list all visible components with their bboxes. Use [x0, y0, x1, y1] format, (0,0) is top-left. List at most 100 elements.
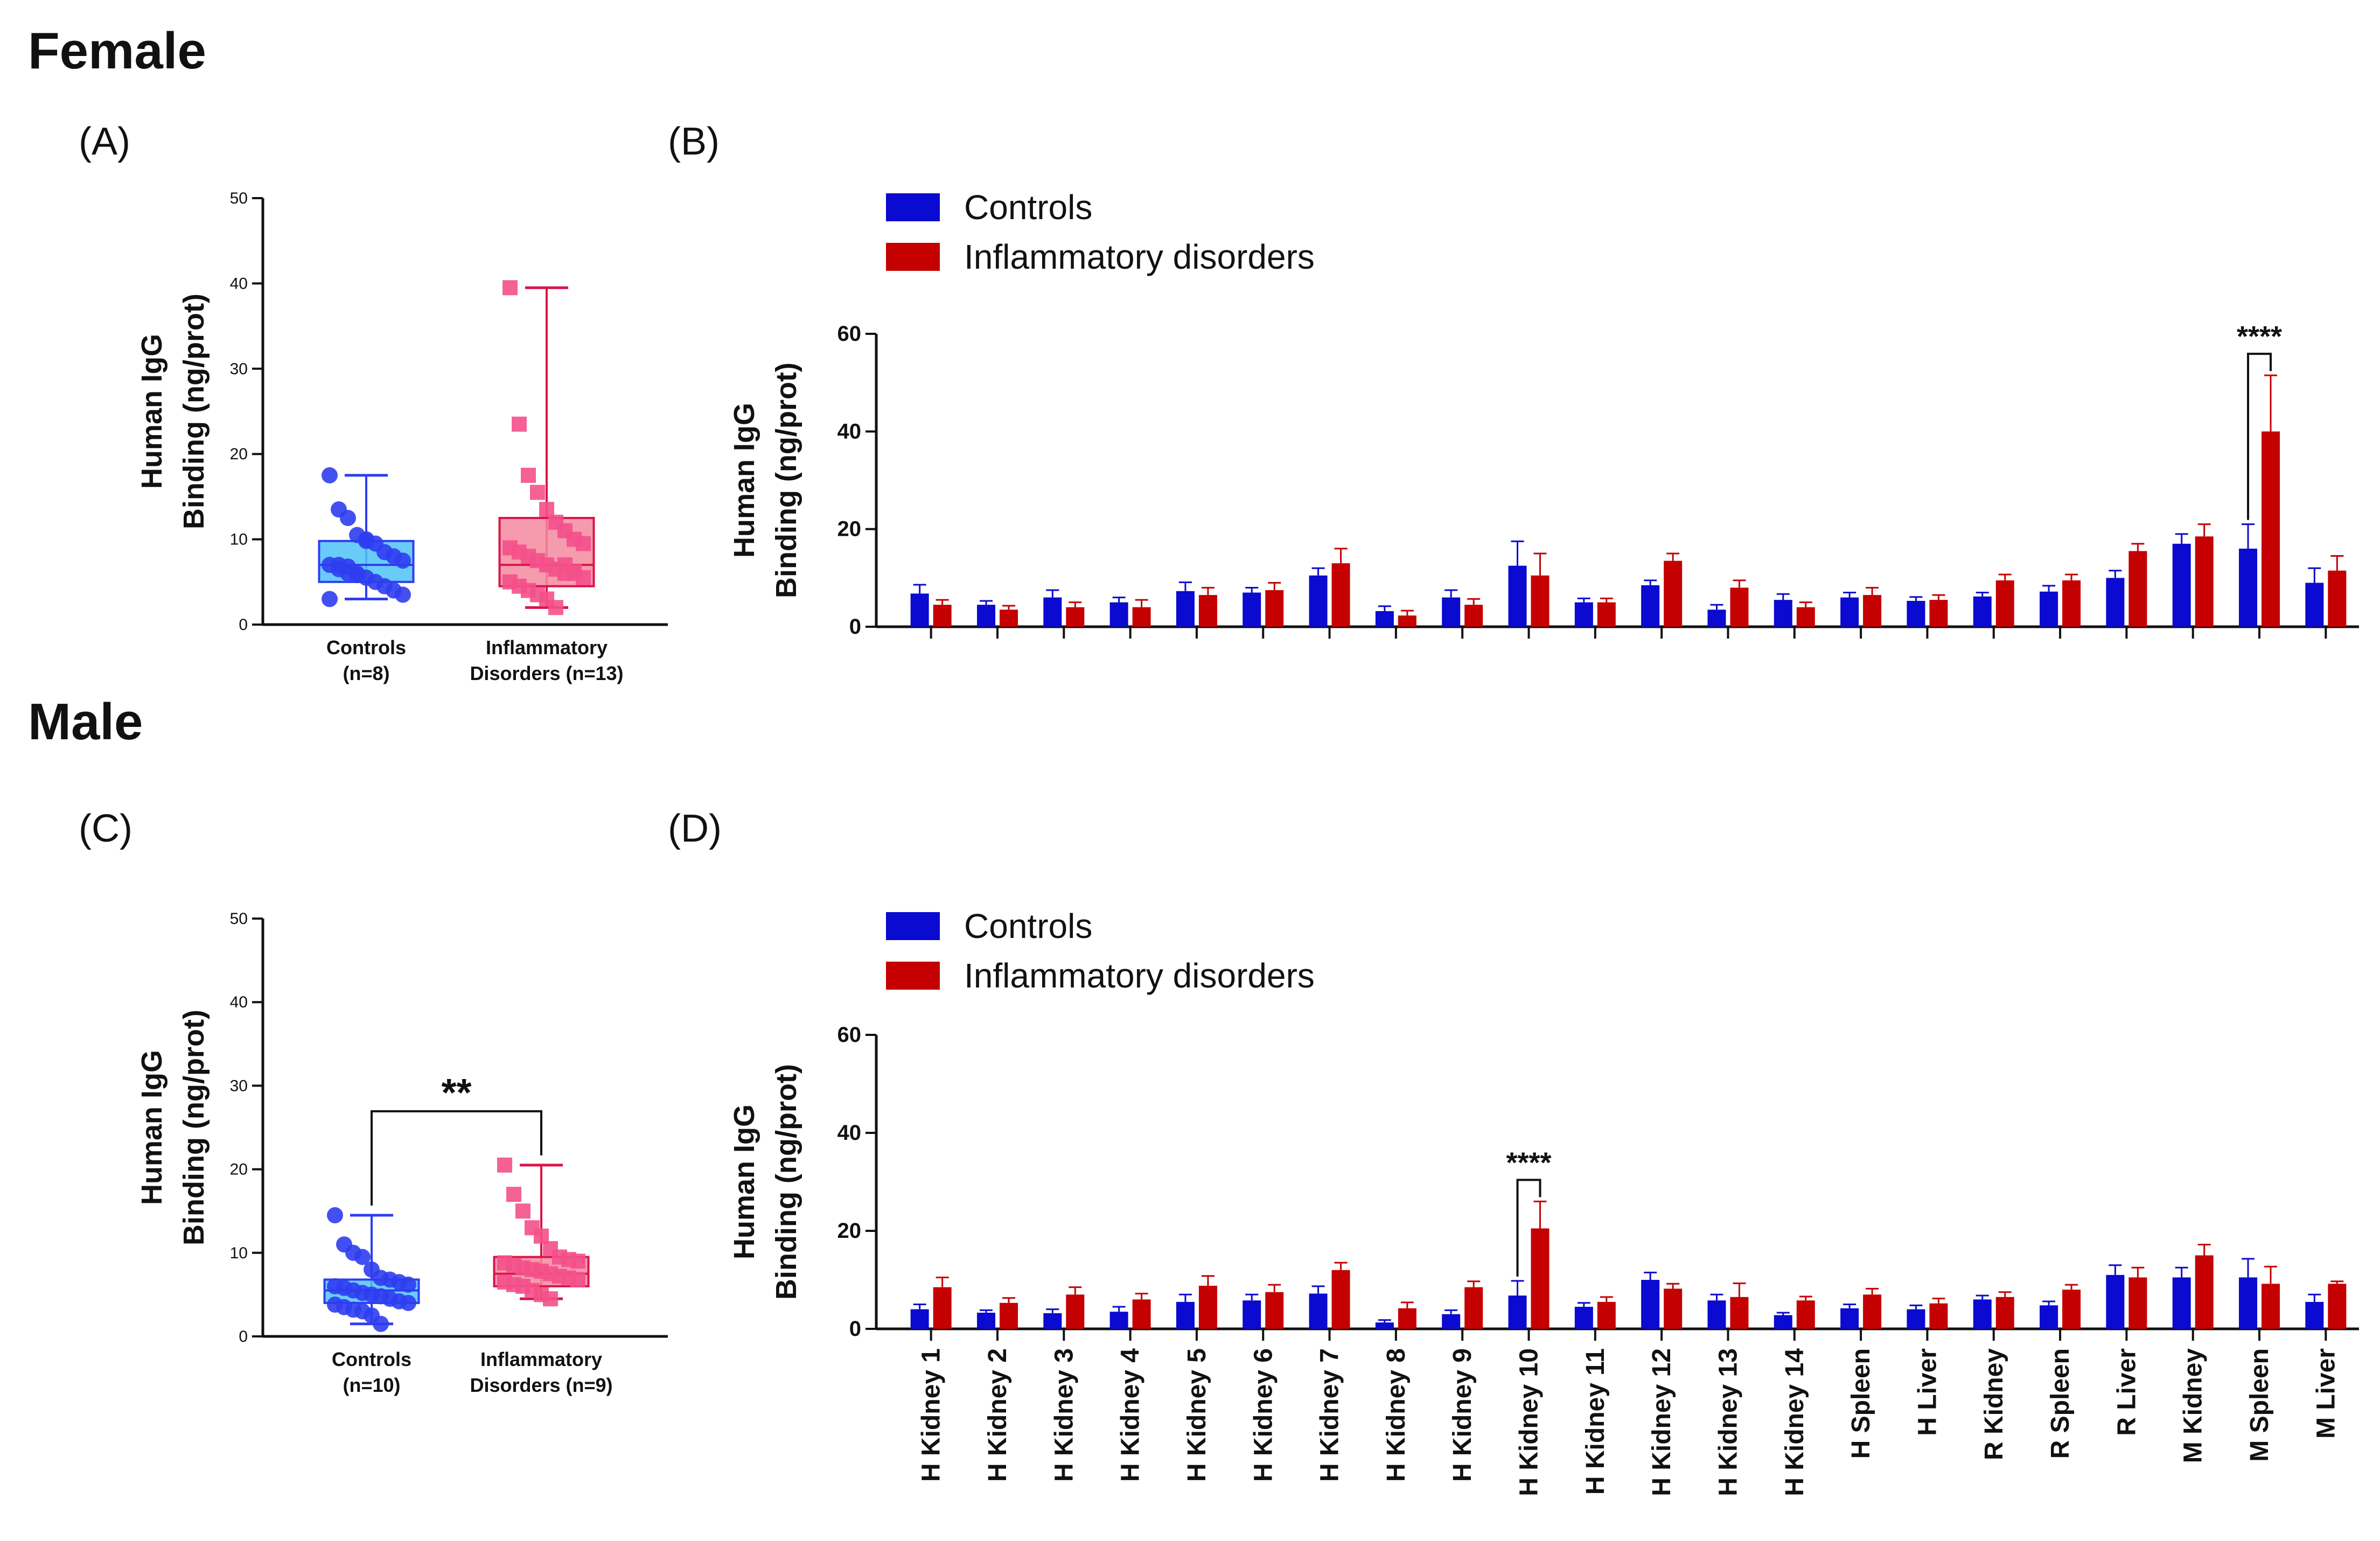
section-title-female: Female	[28, 22, 206, 80]
bar-controls	[1176, 591, 1195, 627]
bar-inflammatory	[1066, 607, 1085, 627]
y-tick-label: 20	[837, 517, 862, 541]
group-label: Inflammatory	[480, 1348, 602, 1370]
bar-inflammatory	[1796, 1300, 1815, 1329]
bar-inflammatory	[2262, 1284, 2280, 1329]
y-tick-label: 40	[230, 993, 248, 1011]
bar-controls	[1973, 596, 1992, 627]
bar-inflammatory	[999, 610, 1018, 627]
bar-controls	[1043, 597, 1062, 627]
panel-d-bar-chart: Controls Inflammatory disorders 0 20 40 60 Hum…	[728, 907, 2359, 1496]
x-tick-label: H Kidney 14	[1781, 1348, 1809, 1496]
x-tick-label: H Kidney 2	[983, 1348, 1012, 1482]
bar-controls	[1774, 1315, 1792, 1329]
bar-inflammatory	[1132, 607, 1151, 627]
bar-controls	[910, 1309, 929, 1329]
bar-inflammatory	[1730, 1297, 1749, 1329]
group-label: Controls	[326, 636, 406, 659]
bar-inflammatory	[1664, 1288, 1683, 1329]
data-point	[570, 1253, 585, 1269]
group-label: Inflammatory	[486, 636, 608, 659]
bar-inflammatory	[1132, 1299, 1151, 1329]
bar-inflammatory	[1796, 607, 1815, 627]
data-point	[539, 502, 554, 517]
data-point	[497, 1157, 512, 1173]
bar-controls	[910, 593, 929, 627]
bar-controls	[1243, 1300, 1261, 1329]
bar-controls	[2040, 591, 2058, 627]
bar-controls	[1840, 597, 1859, 627]
group-label: (n=10)	[343, 1374, 400, 1396]
bar-inflammatory	[1265, 590, 1284, 627]
bar-inflammatory	[933, 1287, 952, 1329]
x-tick-label: H Liver	[1913, 1348, 1942, 1436]
bar-inflammatory	[1265, 1292, 1284, 1329]
bar-controls	[1508, 565, 1527, 627]
y-tick-label: 0	[239, 616, 248, 634]
data-point	[400, 1276, 416, 1293]
x-tick-label: M Liver	[2312, 1348, 2340, 1439]
bar-controls	[2172, 1277, 2191, 1329]
data-point	[543, 1291, 558, 1307]
bar-inflammatory	[1929, 600, 1948, 627]
bar-controls	[1442, 1314, 1461, 1329]
data-point	[530, 485, 545, 500]
y-tick-label: 20	[837, 1219, 862, 1243]
bar-controls	[1707, 610, 1726, 627]
data-point	[506, 1187, 521, 1202]
y-axis-label: Human IgG	[728, 403, 760, 558]
legend-swatch	[886, 193, 940, 221]
group-label: Controls	[332, 1348, 411, 1370]
legend-swatch	[886, 912, 940, 940]
y-tick-label: 0	[849, 615, 861, 639]
data-point	[570, 1272, 585, 1287]
bar-controls	[2305, 583, 2324, 627]
x-tick-label: H Kidney 11	[1581, 1348, 1610, 1495]
bar-controls	[1109, 602, 1128, 627]
y-axis-label: Human IgG	[136, 334, 168, 489]
bar-controls	[2106, 578, 2125, 627]
x-tick-label: H Kidney 3	[1050, 1348, 1078, 1482]
bar-inflammatory	[1995, 1297, 2014, 1329]
x-tick-label: H Kidney 13	[1714, 1348, 1742, 1496]
group-label: Disorders (n=13)	[470, 662, 623, 684]
bar-controls	[1375, 1322, 1394, 1329]
bar-inflammatory	[2128, 1277, 2147, 1329]
y-tick-label: 20	[230, 1161, 248, 1179]
x-tick-label: H Kidney 12	[1648, 1348, 1676, 1496]
bar-controls	[2239, 1277, 2258, 1329]
y-axis-label: Human IgG	[136, 1050, 168, 1205]
bar-controls	[2106, 1274, 2125, 1329]
x-tick-label: R Kidney	[1980, 1348, 2008, 1460]
bar-controls	[1309, 1293, 1328, 1329]
y-tick-label: 20	[230, 445, 248, 463]
bar-controls	[2305, 1301, 2324, 1329]
x-tick-label: H Kidney 8	[1382, 1348, 1411, 1482]
section-title-male: Male	[28, 693, 143, 751]
y-tick-label: 0	[849, 1317, 861, 1341]
data-point	[373, 1315, 389, 1332]
y-tick-label: 50	[230, 910, 248, 928]
bar-controls	[2172, 543, 2191, 627]
x-tick-label: H Kidney 5	[1183, 1348, 1211, 1482]
panel-a-box-plot: 0 10 20 30 40 50 Human IgG Binding (ng/prot) Con…	[136, 190, 668, 684]
y-tick-label: 10	[230, 531, 248, 549]
bar-inflammatory	[1863, 1294, 1882, 1329]
x-tick-label: M Spleen	[2245, 1348, 2274, 1462]
y-axis-label: Binding (ng/prot)	[770, 1064, 802, 1300]
bar-inflammatory	[1331, 563, 1350, 627]
bar-controls	[976, 605, 995, 627]
x-tick-label: R Spleen	[2046, 1348, 2075, 1459]
y-tick-label: 40	[837, 419, 862, 443]
bar-inflammatory	[1664, 561, 1683, 627]
x-tick-label: H Spleen	[1847, 1348, 1875, 1459]
panel-label-a: (A)	[79, 120, 130, 163]
bar-controls	[1840, 1308, 1859, 1329]
bar-inflammatory	[933, 605, 952, 627]
bar-inflammatory	[2195, 536, 2214, 627]
bar-inflammatory	[1198, 1285, 1217, 1329]
significance-label: ****	[2237, 320, 2282, 353]
data-point	[349, 567, 365, 584]
bar-controls	[1574, 602, 1593, 627]
